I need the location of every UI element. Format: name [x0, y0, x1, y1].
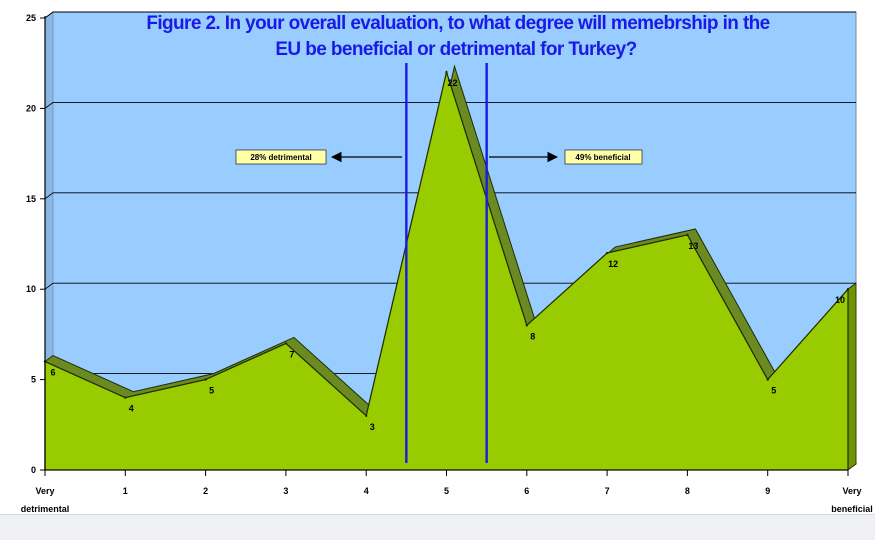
chart-title-line-2: EU be beneficial or detrimental for Turk…: [275, 39, 636, 60]
x-tick-label: 1: [123, 486, 128, 496]
x-tick-label: 8: [685, 486, 690, 496]
data-label: 10: [835, 295, 845, 305]
data-point: [365, 414, 368, 417]
data-point: [525, 324, 528, 327]
data-label: 3: [370, 422, 375, 432]
y-tick-label: 5: [31, 375, 36, 385]
x-tick-label: 4: [364, 486, 369, 496]
data-label: 13: [688, 241, 698, 251]
y-tick-label: 15: [26, 194, 36, 204]
x-tick-label: 3: [283, 486, 288, 496]
data-label: 7: [289, 349, 294, 359]
footer-strip: [0, 514, 875, 540]
data-label: 6: [50, 368, 55, 378]
x-tick-label: 7: [605, 486, 610, 496]
chart-title: Figure 2. In your overall evaluation, to…: [146, 13, 770, 60]
data-point: [605, 251, 609, 255]
x-tick-label: Very: [842, 486, 861, 496]
x-tick-label: 6: [524, 486, 529, 496]
x-tick-label: 9: [765, 486, 770, 496]
data-label: 22: [447, 78, 457, 88]
data-point: [284, 342, 288, 345]
y-tick-label: 25: [26, 13, 36, 23]
data-label: 12: [608, 259, 618, 269]
gridline: [44, 192, 856, 200]
x-tick-label: detrimental: [21, 504, 70, 514]
data-area-layer: [43, 64, 858, 471]
detrimental-note-box: [235, 149, 327, 165]
data-point: [766, 378, 769, 381]
x-tick-label: beneficial: [831, 504, 873, 514]
annotation-layer: 28% detrimental 49% beneficial: [235, 149, 643, 165]
gridline: [44, 11, 856, 19]
data-label: 8: [530, 331, 535, 341]
x-tick-label: 2: [203, 486, 208, 496]
data-label: 5: [771, 386, 776, 396]
y-tick-label: 0: [31, 465, 36, 475]
chart-title-line-1: Figure 2. In your overall evaluation, to…: [146, 13, 769, 34]
area-end-face: [847, 282, 857, 471]
beneficial-note-box: [564, 149, 643, 165]
detrimental-note: 28% detrimental: [250, 153, 311, 162]
data-point: [846, 288, 850, 291]
data-label: 5: [209, 386, 214, 396]
label-layer: 6 4 5 7 3 22 8 12 13 5 10: [50, 63, 845, 463]
x-tick-label: 5: [444, 486, 449, 496]
data-label: 4: [129, 404, 134, 414]
data-point: [445, 71, 448, 74]
y-tick-label: 10: [26, 284, 36, 294]
x-tick-label: Very: [35, 486, 54, 496]
y-tick-label: 20: [26, 103, 36, 113]
data-point: [124, 396, 127, 399]
data-point: [204, 378, 207, 381]
beneficial-note: 49% beneficial: [575, 153, 630, 162]
data-point: [686, 233, 689, 237]
gridline: [44, 101, 856, 109]
